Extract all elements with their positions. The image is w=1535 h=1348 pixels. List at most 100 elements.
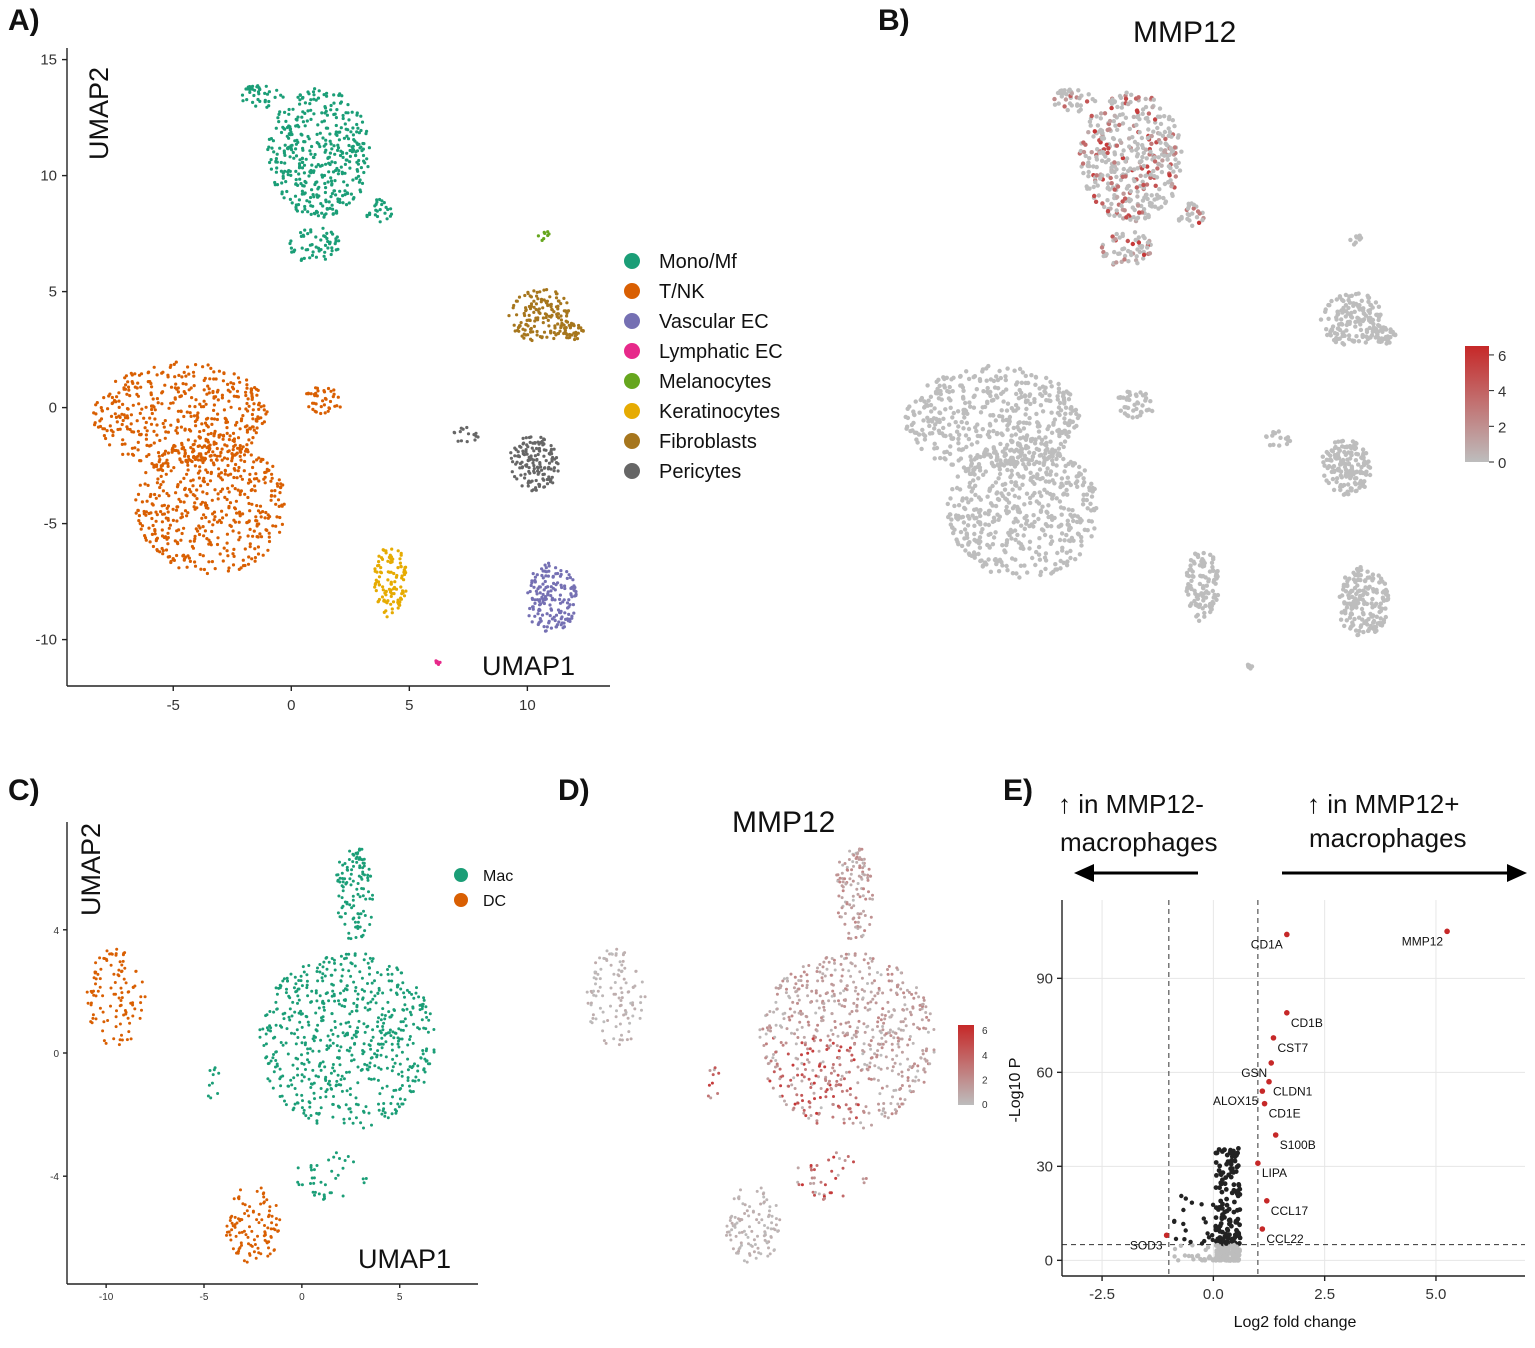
panel-b-point — [956, 503, 962, 508]
panel-a-point — [190, 396, 194, 400]
panel-b-point — [1093, 199, 1099, 204]
panel-a-point — [270, 489, 274, 493]
panel-a-point — [385, 217, 389, 221]
panel-b-point — [1037, 557, 1043, 562]
panel-a-point — [288, 241, 292, 246]
panel-b-point — [1353, 458, 1359, 463]
panel-b-point — [1052, 96, 1057, 102]
panel-a-point — [157, 454, 161, 458]
panel-a-point — [248, 527, 252, 532]
panel-c-point — [352, 1001, 356, 1005]
panel-a-point — [384, 593, 388, 597]
panel-a-point — [529, 330, 533, 334]
panel-a-point — [189, 414, 193, 418]
panel-a-point — [139, 385, 143, 389]
panel-b-point — [1114, 260, 1119, 265]
panel-a-point — [137, 373, 142, 377]
panel-a-point — [336, 143, 340, 147]
panel-b-point — [978, 497, 983, 502]
panel-a-point — [544, 629, 548, 633]
panel-b-point — [1014, 483, 1019, 488]
panel-a-point — [544, 448, 548, 452]
panel-c-point — [417, 1078, 421, 1082]
panel-a-point — [532, 449, 536, 453]
panel-c-point — [307, 964, 311, 967]
panel-a-point — [123, 442, 127, 446]
panel-a-point — [311, 155, 316, 159]
panel-a-point — [198, 526, 202, 530]
panel-a-point — [557, 620, 561, 624]
panel-a-point — [333, 152, 337, 156]
panel-b-point — [1361, 317, 1367, 322]
panel-a-point — [108, 424, 112, 428]
panel-a-point — [523, 472, 527, 476]
panel-c-point — [345, 1070, 348, 1074]
panel-b-point — [1000, 543, 1005, 548]
panel-b-point — [950, 415, 955, 420]
panel-a-point — [347, 118, 351, 122]
panel-c-point — [388, 1015, 392, 1019]
panel-b-point — [1012, 368, 1017, 373]
panel-a-point — [545, 288, 549, 292]
panel-a-point — [526, 459, 530, 463]
panel-a-point — [185, 514, 189, 518]
panel-b-point — [997, 557, 1003, 562]
panel-b-point — [1081, 170, 1086, 176]
panel-c-point — [390, 1069, 394, 1073]
panel-a-point — [338, 189, 342, 193]
panel-b-point — [984, 562, 989, 567]
panel-a-point — [281, 176, 285, 180]
panel-c-point — [372, 1077, 376, 1081]
panel-c-point — [376, 1020, 380, 1024]
panel-a-point — [257, 479, 261, 483]
panel-b-point — [932, 456, 937, 461]
panel-a-point — [568, 332, 572, 337]
panel-b-point — [1366, 299, 1371, 304]
panel-c-point — [305, 973, 309, 977]
panel-b-point — [1137, 130, 1142, 135]
panel-a-point — [262, 477, 266, 481]
panel-b-point — [1382, 581, 1388, 586]
panel-b-point — [1003, 377, 1008, 383]
panel-a-point — [246, 85, 250, 89]
panel-c-point — [295, 1028, 299, 1032]
panel-a-point — [182, 414, 186, 419]
panel-a-point — [172, 466, 176, 470]
panel-a-point — [564, 319, 568, 323]
panel-a-point — [319, 238, 323, 242]
panel-a-point — [155, 373, 159, 377]
panel-b-point — [1115, 184, 1121, 189]
panel-a-point — [530, 620, 534, 624]
panel-b-point — [991, 428, 996, 434]
legend-label: Melanocytes — [659, 371, 771, 393]
panel-c-point — [333, 1020, 337, 1023]
panel-a-point — [300, 257, 304, 261]
panel-a-point — [232, 372, 236, 376]
panel-c-point — [291, 1000, 295, 1004]
panel-a-point — [559, 314, 563, 318]
panel-b-point — [1324, 449, 1330, 455]
panel-a-point — [373, 582, 378, 586]
panel-a-point — [242, 453, 247, 457]
panel-a-point — [196, 529, 200, 533]
panel-a-point — [206, 425, 210, 429]
panel-a-point — [201, 460, 205, 465]
panel-a-point — [126, 385, 131, 389]
panel-b-point — [997, 368, 1002, 374]
panel-a-point — [220, 458, 224, 462]
panel-c-point — [271, 1056, 275, 1060]
panel-a-point — [278, 491, 282, 495]
panel-c-point — [360, 988, 364, 992]
panel-b-point — [1166, 133, 1171, 139]
panel-a-point — [333, 179, 337, 183]
panel-b-point — [1208, 609, 1213, 615]
panel-a-point — [308, 256, 312, 260]
panel-a-point — [526, 333, 530, 337]
legend-swatch — [624, 253, 640, 269]
legend-label: Keratinocytes — [659, 401, 780, 423]
panel-a-point — [273, 180, 277, 185]
panel-a-point — [305, 119, 309, 123]
panel-a-point — [298, 102, 302, 106]
